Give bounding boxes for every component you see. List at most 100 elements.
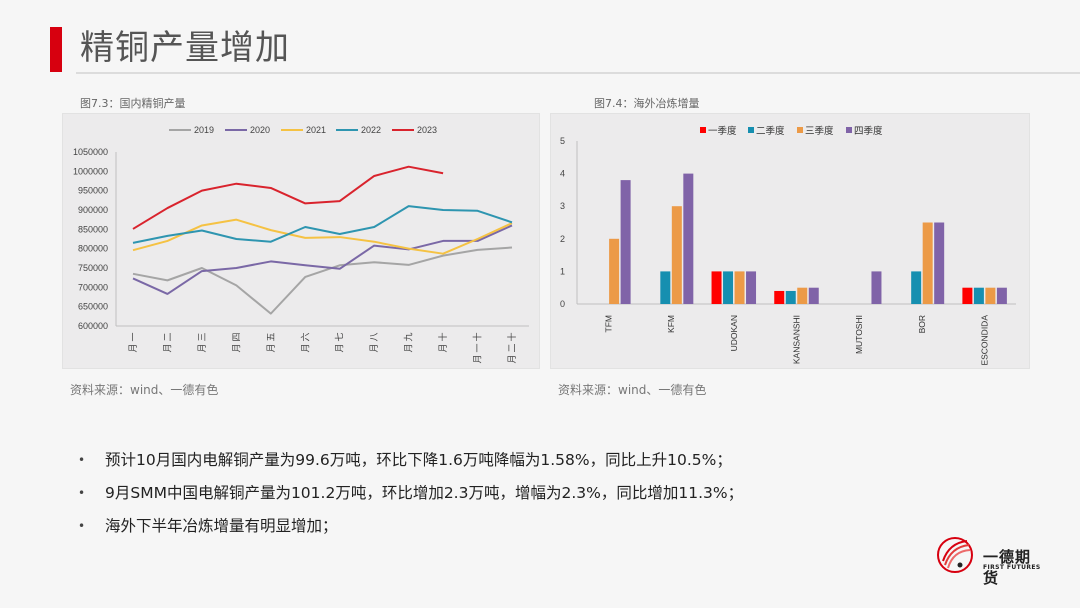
- y-tick-label: 3: [560, 201, 565, 211]
- logo-name-cn: 一德期货: [983, 548, 1032, 587]
- y-tick-label: 750000: [78, 263, 108, 273]
- svg-text:二: 二: [507, 343, 517, 352]
- x-tick-label: KFM: [666, 315, 676, 333]
- svg-text:十: 十: [472, 332, 483, 341]
- svg-text:一: 一: [473, 343, 483, 352]
- legend-label: 三季度: [805, 125, 834, 137]
- svg-text:十: 十: [506, 332, 517, 341]
- bar: [620, 180, 631, 304]
- svg-text:月: 月: [369, 343, 379, 352]
- bar: [934, 222, 945, 304]
- legend-label: 2020: [250, 125, 270, 135]
- x-tick-label: 十一月: [472, 332, 483, 363]
- x-tick-label: UDOKAN: [729, 315, 739, 351]
- legend-swatch: [700, 127, 706, 133]
- series-line-2019: [132, 246, 513, 315]
- y-tick-label: 2: [560, 234, 565, 244]
- y-tick-label: 4: [560, 169, 565, 179]
- bullet-text: 海外下半年冶炼增量有明显增加；: [105, 517, 338, 535]
- svg-text:一: 一: [128, 332, 138, 341]
- series-line-2020: [132, 224, 513, 295]
- bar: [985, 287, 996, 304]
- bar-chart: 0 1 2 3 4 5 TFM KFM UDOKAN KANSANSHI MUTOSHI BOR ESC…: [560, 125, 1016, 366]
- x-tick-label: 十二月: [506, 332, 517, 363]
- svg-text:月: 月: [162, 343, 172, 352]
- svg-text:七: 七: [335, 332, 345, 341]
- y-tick-label: 950000: [78, 186, 108, 196]
- y-tick-label: 700000: [78, 282, 108, 292]
- bar: [785, 290, 796, 304]
- x-tick-label: 三月: [197, 332, 207, 352]
- bar: [671, 206, 682, 304]
- page-title: 精铜产量增加: [80, 28, 290, 68]
- legend-label: 四季度: [854, 125, 883, 137]
- svg-text:月: 月: [300, 343, 310, 352]
- svg-text:八: 八: [369, 332, 379, 341]
- svg-text:月: 月: [231, 343, 241, 352]
- y-tick-label: 1000000: [73, 166, 108, 176]
- legend-swatch: [846, 127, 852, 133]
- svg-text:九: 九: [404, 332, 414, 341]
- bar: [808, 287, 819, 304]
- legend-label: 二季度: [756, 125, 785, 137]
- bar: [962, 287, 973, 304]
- right-figure-source: 资料来源：wind、一德有色: [558, 383, 707, 397]
- x-tick-label: 九月: [404, 332, 414, 352]
- y-tick-label: 850000: [78, 224, 108, 234]
- bar: [683, 173, 694, 304]
- x-tick-label: BOR: [917, 315, 927, 333]
- bullet-item: • 海外下半年冶炼增量有明显增加；: [78, 510, 743, 543]
- x-tick-label: 四月: [231, 332, 241, 352]
- bar: [734, 271, 745, 304]
- svg-text:月: 月: [507, 354, 517, 363]
- bar: [746, 271, 757, 304]
- bullet-text: 预计10月国内电解铜产量为99.6万吨，环比下降1.6万吨降幅为1.58%，同比…: [105, 451, 732, 469]
- svg-text:月: 月: [404, 343, 414, 352]
- company-logo: 一德期货 FIRST FUTURES: [935, 535, 1045, 587]
- y-tick-label: 5: [560, 136, 565, 146]
- bar: [973, 287, 984, 304]
- x-tick-label: 五月: [266, 332, 276, 352]
- bar: [797, 287, 808, 304]
- left-figure-source: 资料来源：wind、一德有色: [70, 383, 219, 397]
- bullet-list: • 预计10月国内电解铜产量为99.6万吨，环比下降1.6万吨降幅为1.58%，同…: [78, 444, 743, 543]
- y-tick-label: 800000: [78, 244, 108, 254]
- title-divider: [76, 72, 1080, 74]
- bullet-dot-icon: •: [78, 486, 86, 500]
- svg-text:十: 十: [437, 332, 448, 341]
- x-tick-label: 八月: [369, 332, 379, 352]
- legend-label: 2021: [306, 125, 326, 135]
- svg-text:月: 月: [197, 343, 207, 352]
- bullet-item: • 预计10月国内电解铜产量为99.6万吨，环比下降1.6万吨降幅为1.58%，同…: [78, 444, 743, 477]
- y-tick-label: 600000: [78, 321, 108, 331]
- x-tick-label: 十月: [437, 332, 448, 352]
- bullet-dot-icon: •: [78, 519, 86, 533]
- bullet-text: 9月SMM中国电解铜产量为101.2万吨，环比增加2.3万吨，增幅为2.3%，同…: [105, 484, 744, 502]
- legend-label: 2023: [417, 125, 437, 135]
- x-tick-label: ESCONDIDA: [980, 315, 990, 366]
- legend-swatch: [797, 127, 803, 133]
- y-tick-label: 900000: [78, 205, 108, 215]
- x-tick-label: 一月: [128, 332, 138, 352]
- bullet-item: • 9月SMM中国电解铜产量为101.2万吨，环比增加2.3万吨，增幅为2.3%，…: [78, 477, 743, 510]
- title-accent-bar: [50, 27, 62, 72]
- bar: [660, 271, 671, 304]
- x-tick-label: MUTOSHI: [854, 315, 864, 354]
- svg-text:月: 月: [266, 343, 276, 352]
- x-tick-label: KANSANSHI: [792, 315, 802, 364]
- legend-label: 2022: [361, 125, 381, 135]
- x-tick-label: 六月: [299, 332, 310, 352]
- y-tick-label: 0: [560, 299, 565, 309]
- bar: [723, 271, 734, 304]
- logo-emblem-icon: [937, 537, 973, 573]
- y-tick-label: 650000: [78, 302, 108, 312]
- bar: [711, 271, 722, 304]
- bar-chart-panel: 0 1 2 3 4 5 TFM KFM UDOKAN KANSANSHI MUTOSHI BOR ESC…: [550, 113, 1030, 369]
- bar: [996, 287, 1007, 304]
- y-tick-label: 1050000: [73, 147, 108, 157]
- x-tick-label: 七月: [335, 332, 345, 352]
- bar: [911, 271, 922, 304]
- line-chart: 600000 650000 700000 750000 800000 850000 9000…: [73, 125, 529, 364]
- x-tick-label: 二月: [162, 332, 172, 352]
- svg-text:六: 六: [299, 332, 310, 341]
